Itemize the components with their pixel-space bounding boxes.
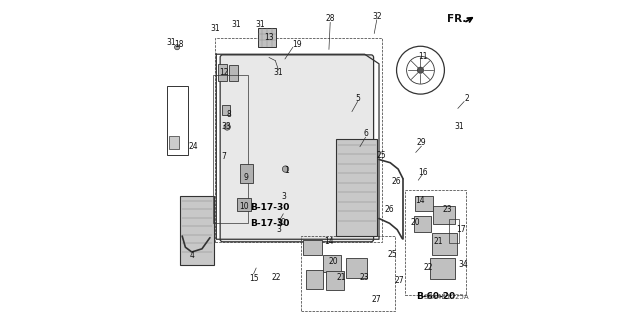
Bar xyxy=(169,136,179,149)
Text: 18: 18 xyxy=(174,40,184,48)
Text: 16: 16 xyxy=(418,168,428,177)
Text: 21: 21 xyxy=(433,237,443,246)
Text: 8: 8 xyxy=(227,110,232,119)
Text: 31: 31 xyxy=(211,24,221,33)
Text: 19: 19 xyxy=(292,40,302,48)
Circle shape xyxy=(417,67,424,73)
Bar xyxy=(431,233,456,255)
Bar xyxy=(336,139,378,236)
Text: 11: 11 xyxy=(418,52,428,61)
Text: 34: 34 xyxy=(458,260,468,269)
Circle shape xyxy=(175,45,180,50)
Text: 31: 31 xyxy=(255,20,265,29)
Text: 31: 31 xyxy=(166,38,176,47)
Text: 14: 14 xyxy=(324,237,333,246)
Text: 1: 1 xyxy=(284,166,289,175)
Text: 27: 27 xyxy=(394,276,404,285)
Text: B-17-30: B-17-30 xyxy=(250,219,289,228)
Text: FR.: FR. xyxy=(447,13,466,24)
Bar xyxy=(449,219,460,243)
Text: 5: 5 xyxy=(356,94,361,103)
Text: 9: 9 xyxy=(244,173,248,182)
Bar xyxy=(326,271,344,290)
Bar xyxy=(213,75,248,223)
Bar xyxy=(323,255,340,272)
Text: 10: 10 xyxy=(239,202,249,211)
Text: B-17-30: B-17-30 xyxy=(250,204,289,212)
Bar xyxy=(301,236,395,311)
Text: 20: 20 xyxy=(328,257,338,266)
Text: 24: 24 xyxy=(188,142,198,151)
Bar xyxy=(433,206,455,224)
Bar xyxy=(229,65,238,81)
Bar xyxy=(167,86,188,155)
Text: 17: 17 xyxy=(456,225,466,234)
Text: 28: 28 xyxy=(326,14,335,23)
Text: 25: 25 xyxy=(388,250,397,259)
Text: 21: 21 xyxy=(337,273,346,282)
Bar xyxy=(258,28,276,47)
Circle shape xyxy=(282,166,289,172)
Text: 2: 2 xyxy=(465,94,469,103)
Text: 6: 6 xyxy=(364,130,369,138)
Bar xyxy=(430,258,455,279)
Text: 4: 4 xyxy=(190,251,195,260)
Text: SZA4B1725A: SZA4B1725A xyxy=(424,294,469,300)
Bar xyxy=(303,240,322,255)
Text: 26: 26 xyxy=(391,177,401,186)
Text: 33: 33 xyxy=(221,122,231,131)
Text: 22: 22 xyxy=(271,273,281,282)
Text: 12: 12 xyxy=(219,68,228,77)
Text: 31: 31 xyxy=(273,68,283,77)
Circle shape xyxy=(224,124,230,130)
Bar xyxy=(237,198,252,211)
Text: 7: 7 xyxy=(221,152,226,161)
Text: 32: 32 xyxy=(372,12,381,21)
Text: 23: 23 xyxy=(443,205,452,214)
Text: B-60-20: B-60-20 xyxy=(416,292,455,300)
Text: 23: 23 xyxy=(359,273,369,282)
Bar xyxy=(239,164,253,183)
Text: 15: 15 xyxy=(249,274,259,283)
Bar xyxy=(415,196,433,211)
Text: 22: 22 xyxy=(424,263,433,272)
Text: 31: 31 xyxy=(454,122,464,131)
Bar xyxy=(306,270,323,289)
Text: 13: 13 xyxy=(264,33,274,42)
Text: 3: 3 xyxy=(282,192,287,201)
Bar xyxy=(222,105,230,115)
Bar xyxy=(406,190,466,295)
Text: 27: 27 xyxy=(372,295,381,304)
Text: 30: 30 xyxy=(276,218,286,227)
Bar xyxy=(218,64,227,81)
Text: 26: 26 xyxy=(385,205,394,214)
Bar xyxy=(346,258,367,278)
Text: 3: 3 xyxy=(276,225,281,234)
Text: 14: 14 xyxy=(415,197,424,205)
Text: 29: 29 xyxy=(417,138,426,147)
Text: 31: 31 xyxy=(232,20,241,29)
Bar xyxy=(215,38,382,242)
FancyBboxPatch shape xyxy=(220,55,374,242)
Bar xyxy=(414,216,431,232)
Bar xyxy=(180,196,214,265)
Text: 20: 20 xyxy=(411,218,420,227)
Text: 25: 25 xyxy=(376,151,386,160)
